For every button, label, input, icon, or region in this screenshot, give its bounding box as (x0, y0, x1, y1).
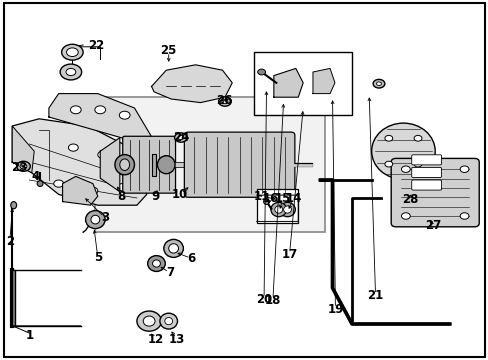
Polygon shape (62, 176, 98, 205)
Ellipse shape (147, 256, 165, 271)
Text: 3: 3 (101, 211, 109, 224)
FancyBboxPatch shape (411, 167, 441, 177)
Ellipse shape (270, 202, 286, 217)
Ellipse shape (384, 161, 392, 167)
Text: 13: 13 (168, 333, 185, 346)
Text: 19: 19 (326, 303, 343, 316)
Bar (256, 189, 298, 223)
Ellipse shape (274, 206, 282, 213)
Polygon shape (49, 94, 151, 142)
Text: 27: 27 (424, 219, 440, 231)
Ellipse shape (66, 48, 78, 57)
Ellipse shape (98, 151, 107, 158)
Text: 22: 22 (88, 39, 104, 51)
Ellipse shape (372, 80, 384, 88)
Ellipse shape (115, 155, 134, 175)
Ellipse shape (218, 97, 231, 106)
Ellipse shape (143, 316, 155, 326)
Text: 8: 8 (117, 190, 125, 203)
Ellipse shape (117, 184, 127, 191)
Polygon shape (151, 65, 232, 103)
Ellipse shape (222, 99, 227, 104)
Text: 15: 15 (274, 192, 290, 205)
Ellipse shape (164, 318, 172, 325)
Ellipse shape (283, 206, 291, 213)
Ellipse shape (66, 68, 76, 76)
Bar (254, 52, 351, 115)
Text: 10: 10 (171, 188, 188, 201)
Text: 25: 25 (160, 44, 177, 57)
Text: 2: 2 (6, 235, 14, 248)
Ellipse shape (160, 313, 177, 329)
Text: 1: 1 (25, 329, 33, 342)
FancyBboxPatch shape (411, 180, 441, 190)
Ellipse shape (17, 161, 30, 171)
Text: 28: 28 (402, 193, 418, 206)
Text: 14: 14 (285, 192, 301, 205)
Polygon shape (12, 126, 34, 173)
Ellipse shape (152, 260, 160, 267)
Text: 12: 12 (147, 333, 163, 346)
Text: 18: 18 (264, 294, 281, 307)
Text: 5: 5 (94, 251, 102, 264)
Ellipse shape (119, 111, 130, 119)
Ellipse shape (95, 106, 105, 114)
Ellipse shape (11, 202, 17, 209)
Ellipse shape (120, 159, 129, 171)
Ellipse shape (279, 202, 295, 217)
Text: 9: 9 (151, 190, 159, 203)
Ellipse shape (68, 144, 78, 151)
Ellipse shape (174, 133, 187, 142)
Ellipse shape (20, 164, 27, 169)
Ellipse shape (70, 106, 81, 114)
Polygon shape (273, 68, 303, 97)
FancyBboxPatch shape (411, 155, 441, 165)
Ellipse shape (163, 239, 183, 257)
Ellipse shape (37, 181, 43, 186)
Bar (12, 270, 15, 326)
Text: 11: 11 (253, 190, 269, 203)
Text: 4: 4 (32, 170, 40, 183)
Ellipse shape (91, 215, 100, 224)
Text: 26: 26 (215, 94, 232, 107)
FancyBboxPatch shape (184, 132, 294, 197)
Ellipse shape (88, 187, 98, 194)
Text: 16: 16 (262, 192, 278, 205)
Text: 20: 20 (255, 293, 272, 306)
Ellipse shape (168, 244, 178, 253)
FancyBboxPatch shape (122, 136, 175, 193)
Ellipse shape (413, 161, 421, 167)
Text: 7: 7 (166, 266, 174, 279)
Ellipse shape (459, 213, 468, 219)
Ellipse shape (178, 135, 183, 140)
Ellipse shape (401, 166, 409, 172)
Text: 21: 21 (366, 289, 383, 302)
Text: 24: 24 (172, 131, 189, 144)
Ellipse shape (459, 166, 468, 172)
Ellipse shape (384, 135, 392, 141)
FancyBboxPatch shape (390, 158, 478, 227)
Ellipse shape (401, 213, 409, 219)
Ellipse shape (137, 311, 161, 331)
Ellipse shape (60, 64, 81, 80)
Ellipse shape (157, 156, 175, 174)
Ellipse shape (376, 82, 381, 86)
Ellipse shape (257, 69, 265, 75)
Ellipse shape (413, 135, 421, 141)
Ellipse shape (61, 44, 83, 60)
Polygon shape (312, 68, 334, 94)
Polygon shape (100, 138, 120, 192)
Text: 23: 23 (11, 161, 28, 174)
Ellipse shape (54, 180, 63, 187)
Polygon shape (12, 119, 146, 205)
Ellipse shape (85, 211, 105, 229)
Ellipse shape (371, 123, 434, 179)
Text: 17: 17 (281, 248, 297, 261)
Text: 6: 6 (187, 252, 195, 265)
Bar (95, 97, 325, 232)
Ellipse shape (263, 199, 269, 204)
Bar (151, 154, 155, 176)
